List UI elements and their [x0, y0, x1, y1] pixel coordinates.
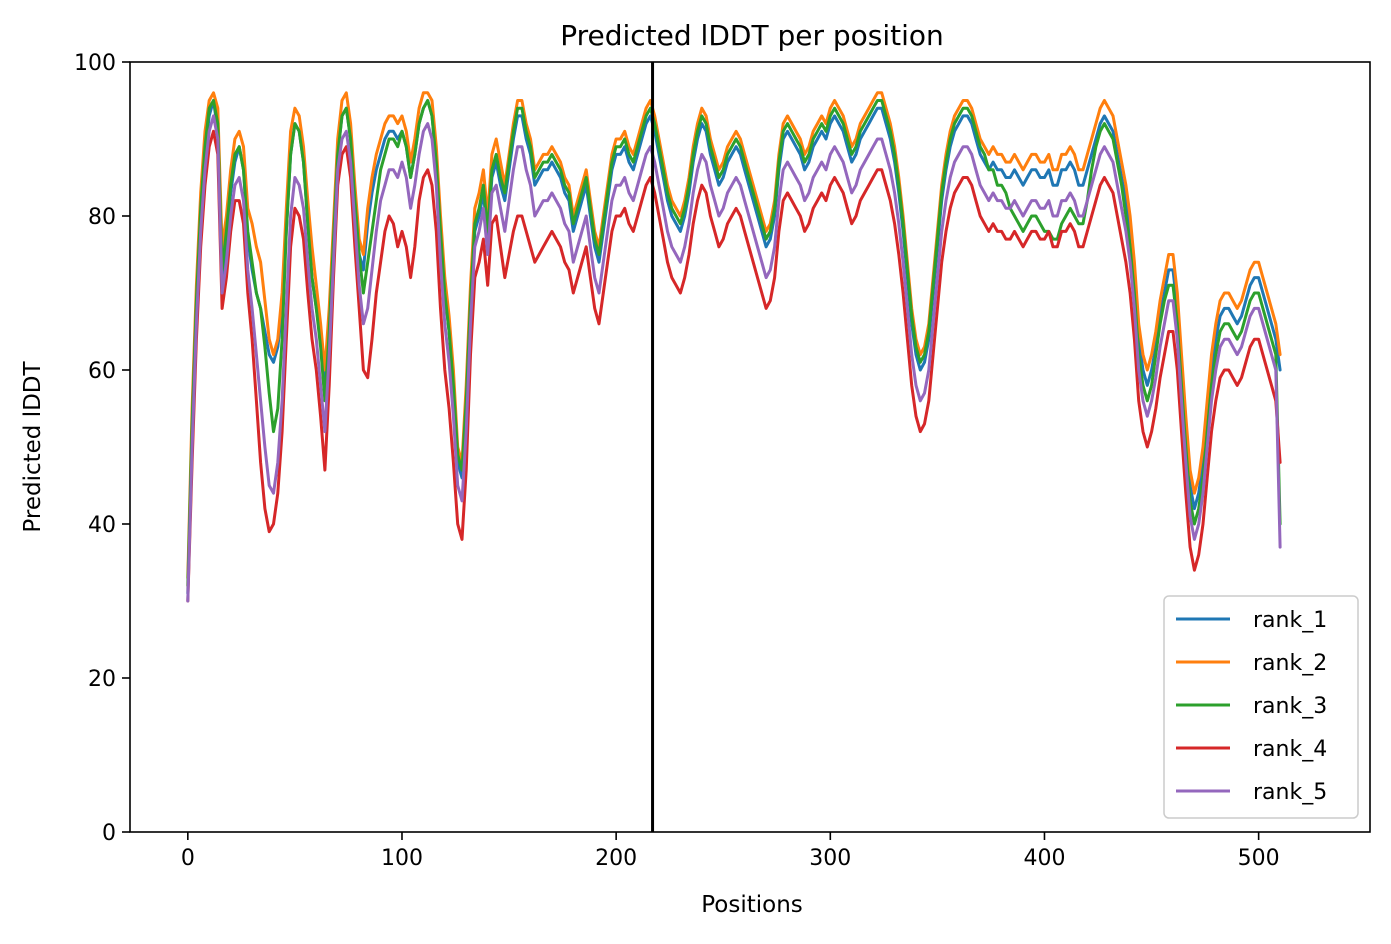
y-tick-label: 100 — [74, 51, 116, 76]
y-axis-label: Predicted lDDT — [20, 360, 46, 532]
series-line-rank_5 — [186, 114, 1282, 603]
series-line-rank_2 — [186, 91, 1282, 580]
y-tick-label: 0 — [102, 821, 116, 846]
y-axis-ticks: 0 20 40 60 80 100 — [74, 51, 130, 846]
series-lines — [186, 91, 1282, 603]
x-tick-label: 100 — [381, 846, 423, 871]
plot-area — [186, 62, 1282, 832]
plot-frame — [129, 61, 1371, 833]
y-tick-label: 40 — [88, 513, 116, 538]
x-tick-label: 200 — [595, 846, 637, 871]
x-axis-label: Positions — [701, 892, 803, 918]
y-tick-label: 80 — [88, 205, 116, 230]
x-tick-label: 300 — [809, 846, 851, 871]
y-tick-label: 60 — [88, 359, 116, 384]
legend-label-rank_2: rank_2 — [1253, 651, 1327, 676]
legend-label-rank_1: rank_1 — [1253, 608, 1327, 633]
legend-label-rank_4: rank_4 — [1253, 737, 1327, 762]
series-line-rank_1 — [186, 99, 1282, 595]
x-tick-label: 500 — [1238, 846, 1280, 871]
legend: rank_1 rank_2 rank_3 rank_4 rank_5 — [1163, 595, 1359, 819]
legend-label-rank_5: rank_5 — [1253, 780, 1327, 805]
y-tick-label: 20 — [88, 667, 116, 692]
series-line-rank_3 — [186, 99, 1282, 588]
x-axis-ticks: 0 100 200 300 400 500 — [181, 832, 1280, 871]
chart-title: Predicted lDDT per position — [560, 19, 944, 52]
legend-label-rank_3: rank_3 — [1253, 694, 1327, 719]
legend-box — [1163, 595, 1359, 819]
x-tick-label: 400 — [1023, 846, 1065, 871]
series-line-rank_4 — [186, 129, 1282, 603]
x-tick-label: 0 — [181, 846, 195, 871]
